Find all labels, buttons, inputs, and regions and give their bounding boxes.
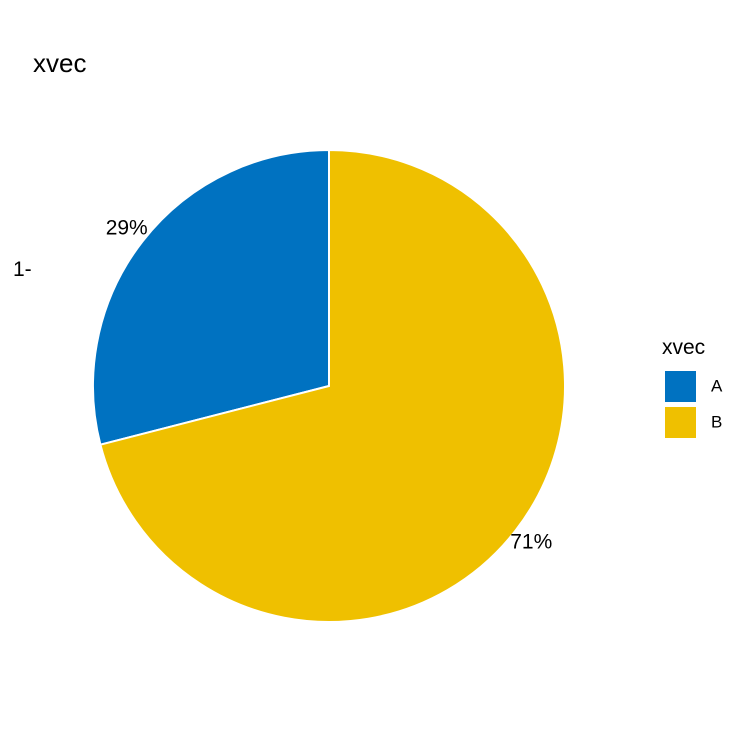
slice-label-a: 29%: [106, 217, 148, 240]
y-axis-tick-label: 1-: [13, 258, 32, 281]
pie-slice-a: [92, 148, 330, 446]
legend-key-b: [665, 407, 696, 438]
pie-slice-b: [99, 148, 566, 623]
pie-slice-labels: 29% 71%: [106, 217, 553, 554]
legend-label-b: B: [711, 412, 722, 431]
legend-key-a: [665, 371, 696, 402]
legend-label-a: A: [711, 376, 723, 395]
slice-label-b: 71%: [510, 530, 552, 553]
pie-slices: [92, 148, 566, 623]
chart-title: xvec: [33, 48, 86, 78]
legend: xvec AB: [662, 336, 723, 438]
legend-title: xvec: [662, 336, 705, 359]
